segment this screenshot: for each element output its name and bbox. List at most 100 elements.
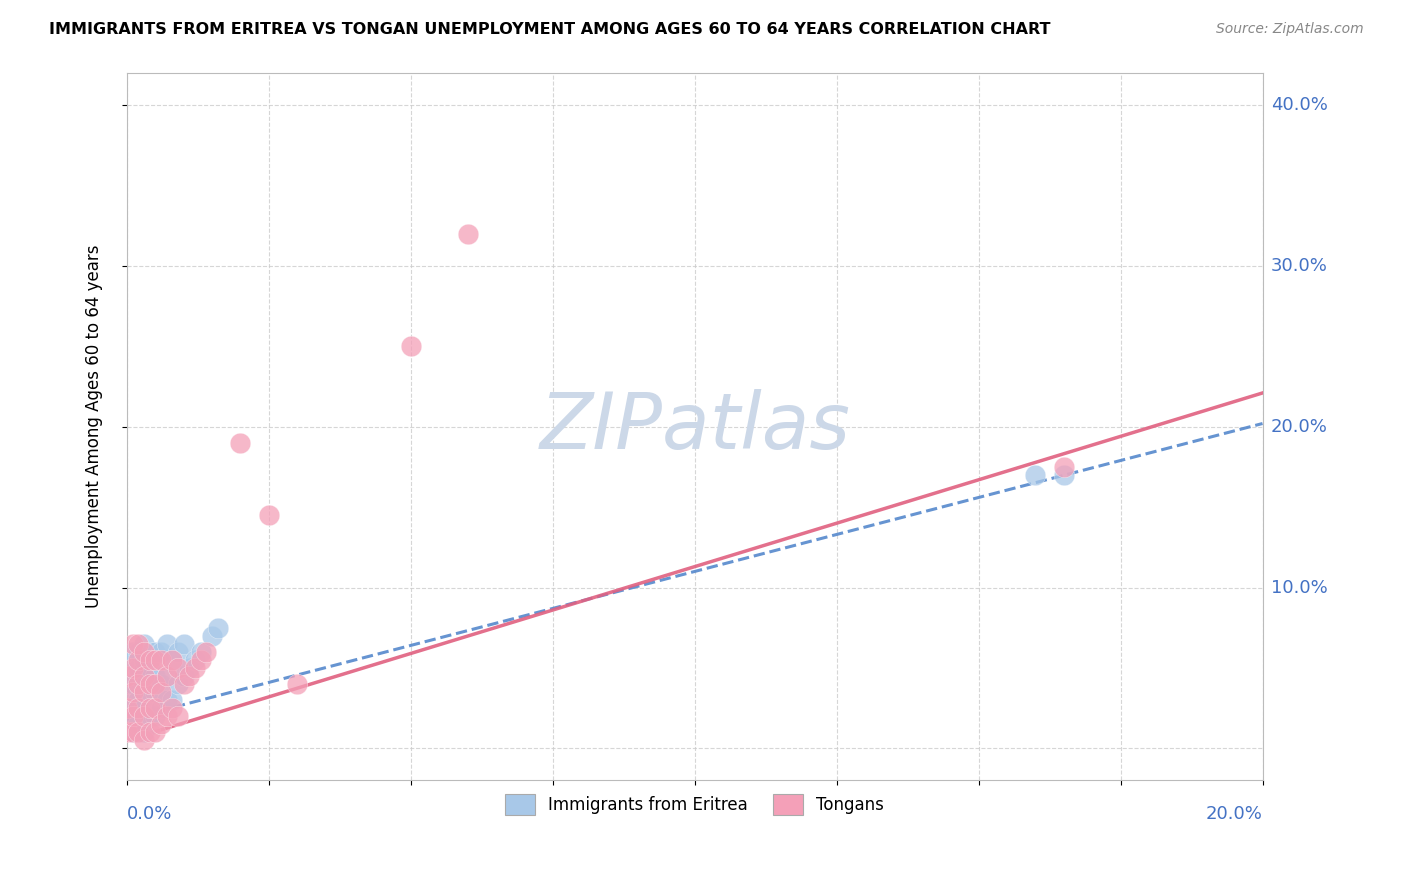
Legend: Immigrants from Eritrea, Tongans: Immigrants from Eritrea, Tongans	[498, 787, 891, 822]
Point	[167, 645, 190, 659]
Text: 10.0%: 10.0%	[1271, 579, 1327, 597]
Point	[121, 701, 143, 715]
Point	[162, 693, 184, 707]
Point	[115, 709, 138, 723]
Point	[257, 508, 280, 523]
Point	[138, 685, 160, 699]
Point	[132, 685, 155, 699]
Point	[127, 693, 149, 707]
Point	[167, 709, 190, 723]
Point	[115, 677, 138, 691]
Point	[138, 725, 160, 739]
Point	[121, 637, 143, 651]
Point	[285, 677, 308, 691]
Point	[190, 645, 212, 659]
Point	[179, 661, 201, 675]
Text: 0.0%: 0.0%	[127, 805, 173, 823]
Point	[173, 677, 195, 691]
Point	[173, 669, 195, 683]
Text: 20.0%: 20.0%	[1206, 805, 1263, 823]
Point	[138, 653, 160, 667]
Point	[127, 701, 149, 715]
Point	[399, 339, 422, 353]
Point	[229, 435, 252, 450]
Point	[1053, 467, 1076, 482]
Point	[132, 709, 155, 723]
Text: ZIPatlas: ZIPatlas	[540, 389, 851, 465]
Point	[132, 685, 155, 699]
Point	[190, 653, 212, 667]
Point	[115, 669, 138, 683]
Point	[121, 725, 143, 739]
Point	[132, 653, 155, 667]
Point	[121, 661, 143, 675]
Point	[127, 677, 149, 691]
Point	[143, 677, 166, 691]
Point	[143, 701, 166, 715]
Point	[173, 637, 195, 651]
Point	[156, 693, 179, 707]
Point	[143, 645, 166, 659]
Point	[1024, 467, 1046, 482]
Point	[127, 725, 149, 739]
Point	[207, 621, 229, 635]
Y-axis label: Unemployment Among Ages 60 to 64 years: Unemployment Among Ages 60 to 64 years	[86, 245, 103, 608]
Point	[162, 653, 184, 667]
Point	[143, 725, 166, 739]
Point	[121, 709, 143, 723]
Point	[138, 645, 160, 659]
Point	[132, 669, 155, 683]
Point	[167, 661, 190, 675]
Text: Source: ZipAtlas.com: Source: ZipAtlas.com	[1216, 22, 1364, 37]
Point	[127, 669, 149, 683]
Point	[149, 717, 172, 731]
Point	[156, 669, 179, 683]
Point	[132, 733, 155, 747]
Point	[149, 701, 172, 715]
Point	[121, 645, 143, 659]
Point	[138, 661, 160, 675]
Text: 40.0%: 40.0%	[1271, 96, 1327, 114]
Point	[1053, 459, 1076, 474]
Point	[121, 725, 143, 739]
Point	[132, 637, 155, 651]
Point	[121, 685, 143, 699]
Point	[115, 701, 138, 715]
Point	[138, 709, 160, 723]
Point	[132, 645, 155, 659]
Point	[184, 653, 207, 667]
Point	[132, 661, 155, 675]
Point	[132, 725, 155, 739]
Point	[156, 709, 179, 723]
Point	[127, 661, 149, 675]
Point	[127, 653, 149, 667]
Point	[149, 645, 172, 659]
Point	[162, 701, 184, 715]
Text: IMMIGRANTS FROM ERITREA VS TONGAN UNEMPLOYMENT AMONG AGES 60 TO 64 YEARS CORRELA: IMMIGRANTS FROM ERITREA VS TONGAN UNEMPL…	[49, 22, 1050, 37]
Point	[143, 709, 166, 723]
Point	[149, 677, 172, 691]
Point	[167, 677, 190, 691]
Point	[143, 669, 166, 683]
Point	[149, 685, 172, 699]
Point	[138, 701, 160, 715]
Point	[143, 685, 166, 699]
Point	[115, 725, 138, 739]
Point	[162, 653, 184, 667]
Point	[201, 629, 224, 643]
Text: 30.0%: 30.0%	[1271, 257, 1327, 275]
Point	[156, 637, 179, 651]
Point	[179, 669, 201, 683]
Point	[127, 645, 149, 659]
Point	[184, 661, 207, 675]
Point	[195, 645, 218, 659]
Point	[127, 717, 149, 731]
Point	[143, 653, 166, 667]
Point	[149, 653, 172, 667]
Point	[132, 701, 155, 715]
Text: 20.0%: 20.0%	[1271, 417, 1327, 435]
Point	[121, 653, 143, 667]
Point	[121, 677, 143, 691]
Point	[127, 637, 149, 651]
Point	[115, 693, 138, 707]
